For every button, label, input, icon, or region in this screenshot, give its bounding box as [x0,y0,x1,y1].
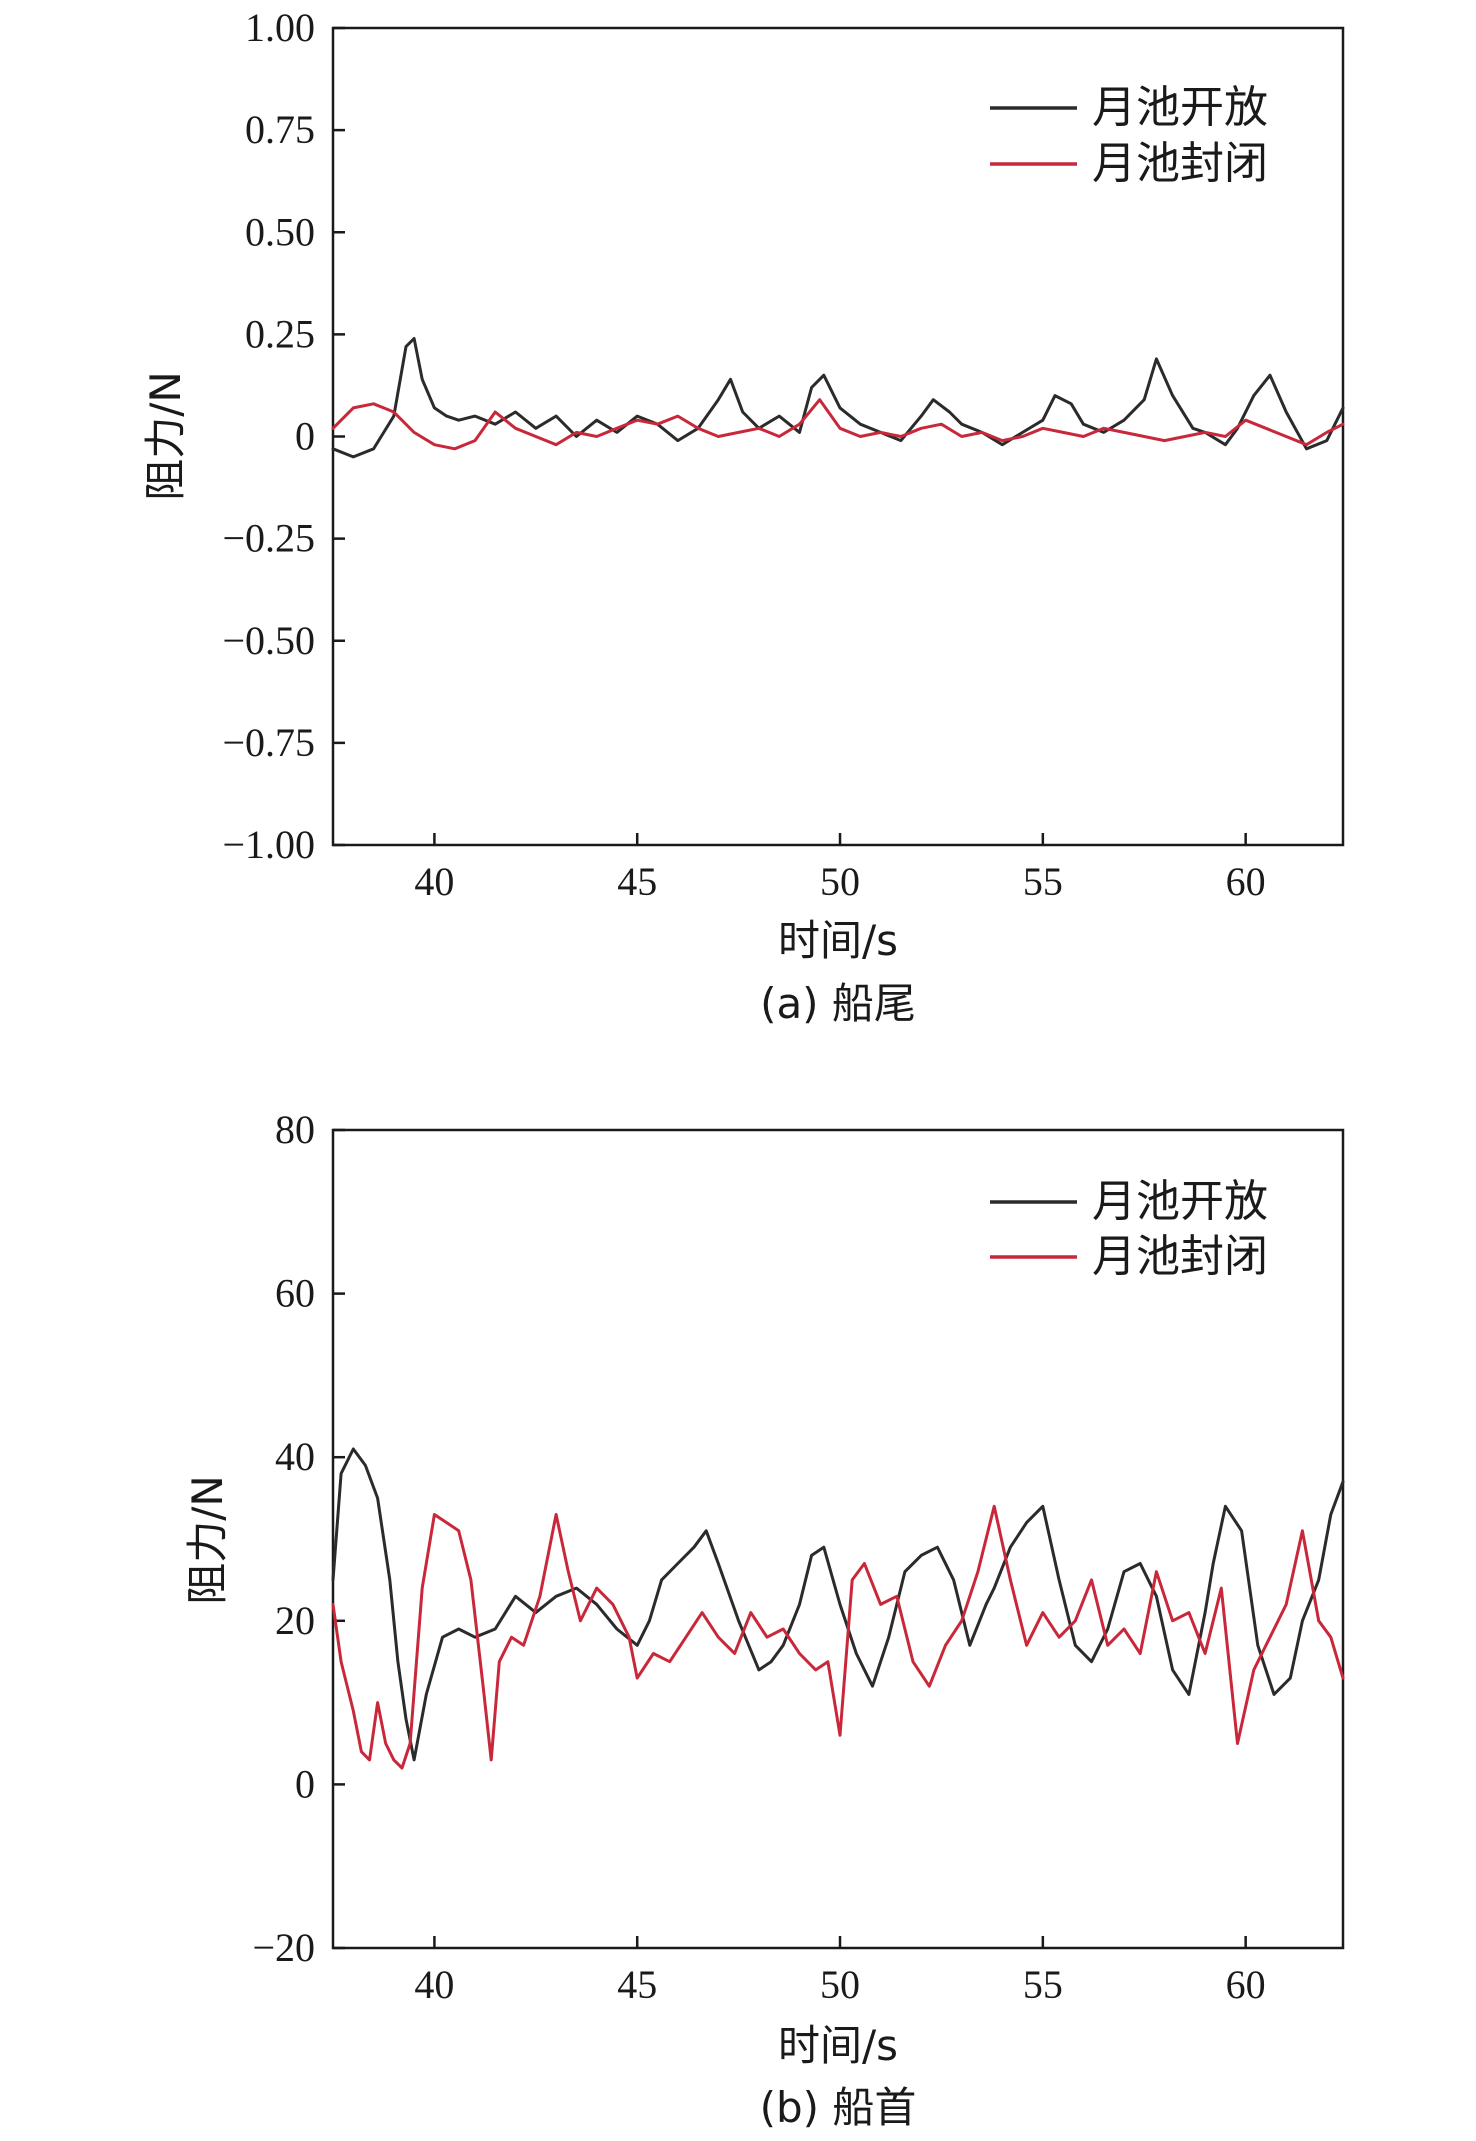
series-group-a [331,337,1345,459]
plot-frame-b [331,1128,1345,1950]
y-tick-label-b: −20 [252,1925,315,1970]
caption-a: (a) 船尾 [760,979,916,1028]
series-line-open-a [331,337,1345,459]
y-ticks-a: 1.00 0.75 0.50 0.25 0 −0.25 −0.50 −0.75 −1.00 [222,5,345,867]
y-tick-label-a: 0.50 [245,209,315,254]
y-tick-label-a: 1.00 [245,5,315,50]
chart-panel-b: 80 60 40 20 0 −20 40 45 50 55 60 月池开放 月池封闭 阻力/N 时… [183,1107,1345,2132]
y-tick-label-a: −0.50 [222,618,315,663]
y-tick-label-b: 20 [275,1598,315,1643]
y-tick-label-a: 0 [295,414,315,459]
y-tick-label-a: −1.00 [222,822,315,867]
series-line-closed-b [331,1504,1345,1770]
legend-a: 月池开放 月池封闭 [990,82,1268,189]
x-tick-label-b: 50 [820,1962,860,2007]
x-tick-label-a: 60 [1226,859,1266,904]
y-tick-label-a: −0.75 [222,720,315,765]
legend-b: 月池开放 月池封闭 [990,1176,1268,1282]
x-ticks-a: 40 45 50 55 60 [414,833,1266,904]
y-tick-label-b: 60 [275,1271,315,1316]
legend-label-closed-b: 月池封闭 [1092,1231,1268,1282]
x-tick-label-b: 40 [414,1962,454,2007]
y-axis-label-b: 阻力/N [183,1475,232,1605]
x-ticks-b: 40 45 50 55 60 [414,1936,1266,2007]
chart-panel-a: 1.00 0.75 0.50 0.25 0 −0.25 −0.50 −0.75 −1.00 40… [141,5,1345,1028]
x-tick-label-b: 45 [617,1962,657,2007]
y-tick-label-b: 40 [275,1434,315,1479]
x-tick-label-a: 45 [617,859,657,904]
x-axis-label-a: 时间/s [778,916,898,965]
x-tick-label-a: 55 [1023,859,1063,904]
y-axis-label-a: 阻力/N [141,371,190,501]
x-tick-label-b: 55 [1023,1962,1063,2007]
legend-label-open-a: 月池开放 [1092,82,1268,133]
y-tick-label-b: 80 [275,1107,315,1152]
y-ticks-b: 80 60 40 20 0 −20 [252,1107,345,1970]
y-tick-label-a: 0.75 [245,107,315,152]
legend-label-open-b: 月池开放 [1092,1176,1268,1227]
y-tick-label-a: −0.25 [222,516,315,561]
x-axis-label-b: 时间/s [778,2021,898,2070]
caption-b: (b) 船首 [760,2083,917,2132]
x-tick-label-a: 40 [414,859,454,904]
series-line-open-b [331,1447,1345,1762]
x-tick-label-b: 60 [1226,1962,1266,2007]
series-line-closed-a [331,398,1345,451]
y-tick-label-a: 0.25 [245,311,315,356]
x-tick-label-a: 50 [820,859,860,904]
y-tick-label-b: 0 [295,1761,315,1806]
legend-label-closed-a: 月池封闭 [1092,138,1268,189]
series-group-b [331,1447,1345,1770]
